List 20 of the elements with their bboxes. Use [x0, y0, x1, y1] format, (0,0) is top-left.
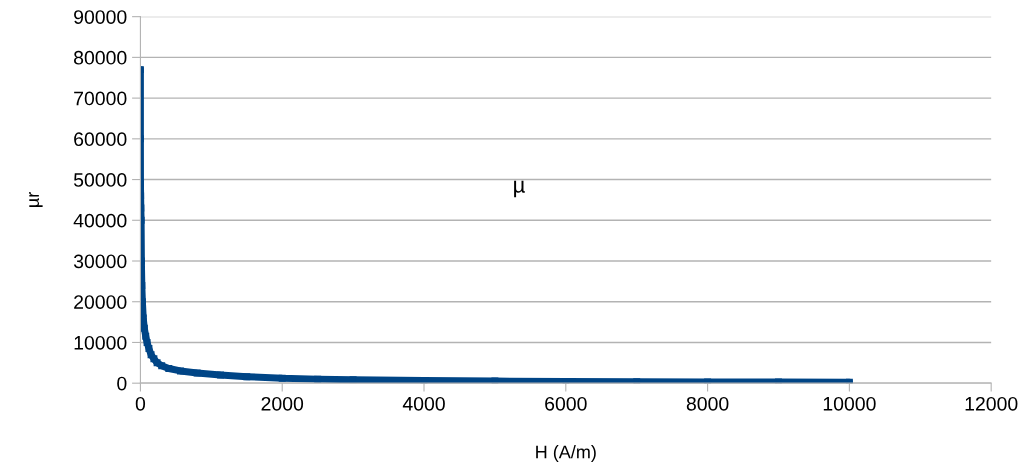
x-tick-label: 0 [135, 396, 146, 411]
x-axis-title: H (A/m) [536, 445, 596, 462]
x-tick-label: 4000 [402, 396, 445, 411]
y-tick-label: 90000 [74, 10, 127, 24]
y-tick-label: 70000 [74, 91, 127, 106]
x-tick-label: 8000 [686, 396, 729, 411]
y-tick-label: 10000 [74, 335, 127, 350]
x-tick-label: 6000 [545, 396, 587, 411]
y-tick-label: 40000 [73, 213, 127, 228]
y-tick-label: 20000 [74, 295, 127, 309]
y-tick-label: 60000 [74, 132, 127, 147]
x-tick-label: 12000 [965, 396, 1018, 411]
y-axis-title: µr [29, 192, 43, 207]
x-tick-label: 10000 [823, 396, 876, 411]
annotation: µ [514, 180, 525, 198]
y-tick-label: 30000 [73, 254, 127, 269]
x-tick-label: 2000 [261, 396, 304, 411]
y-tick-label: 0 [117, 376, 127, 391]
y-tick-label: 80000 [74, 50, 127, 65]
y-tick-label: 50000 [73, 173, 127, 187]
